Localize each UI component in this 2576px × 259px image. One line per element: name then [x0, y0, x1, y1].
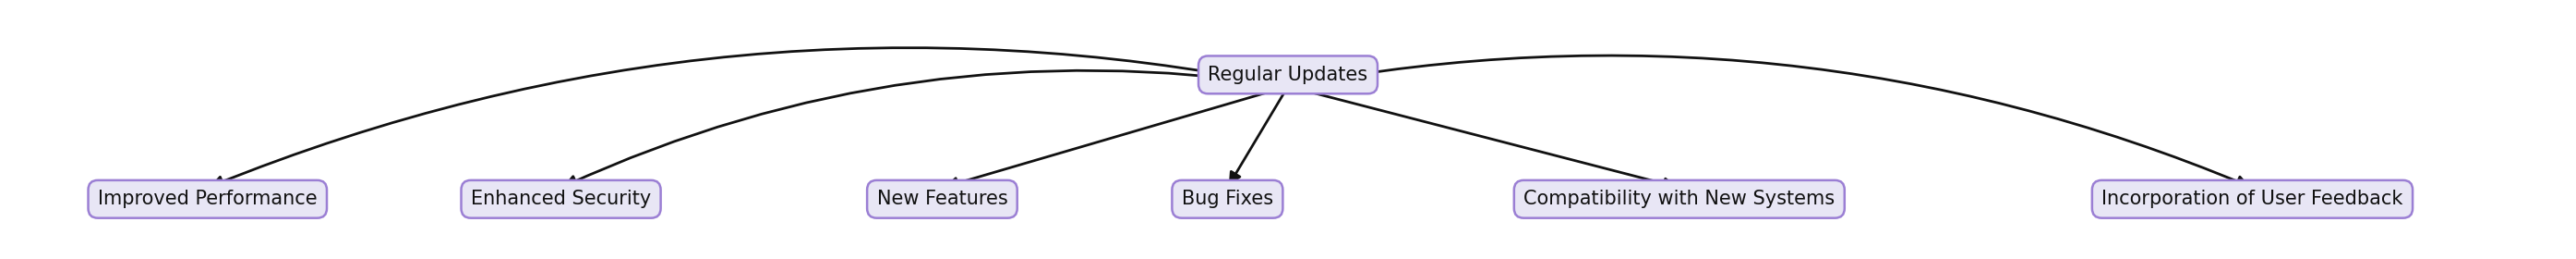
- Text: Incorporation of User Feedback: Incorporation of User Feedback: [2102, 190, 2403, 208]
- Text: Improved Performance: Improved Performance: [98, 190, 317, 208]
- Text: Compatibility with New Systems: Compatibility with New Systems: [1522, 190, 1834, 208]
- Text: Regular Updates: Regular Updates: [1208, 66, 1368, 84]
- Text: Bug Fixes: Bug Fixes: [1182, 190, 1273, 208]
- Text: New Features: New Features: [876, 190, 1007, 208]
- Text: Enhanced Security: Enhanced Security: [471, 190, 652, 208]
